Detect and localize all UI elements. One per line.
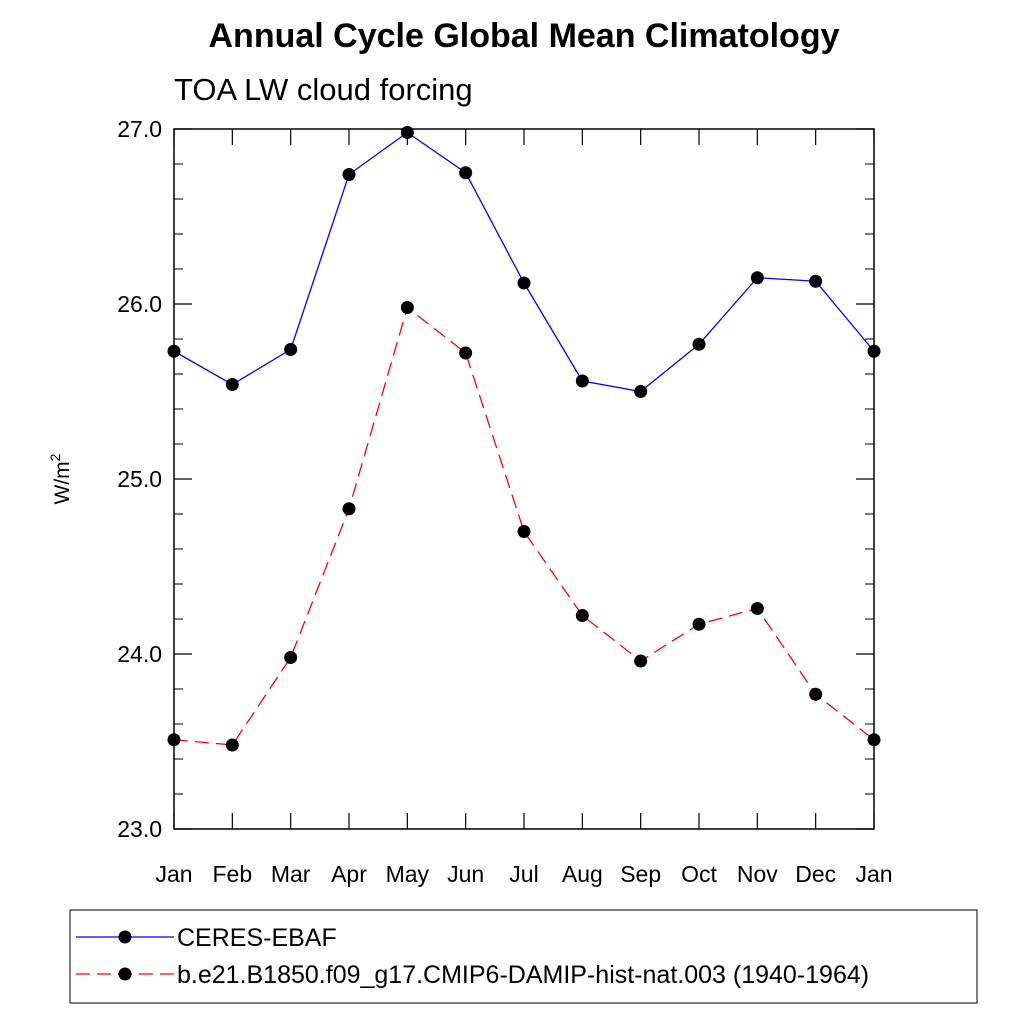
x-tick-label: Jan <box>855 861 892 887</box>
chart-title: Annual Cycle Global Mean Climatology <box>209 17 840 55</box>
y-tick-label: 23.0 <box>117 816 162 842</box>
series-1-point <box>284 343 298 356</box>
series-1-point <box>634 385 648 398</box>
legend-label-1: CERES-EBAF <box>177 924 337 952</box>
x-tick-label: Nov <box>737 861 778 887</box>
plot-frame <box>173 128 875 830</box>
x-tick-label: Apr <box>331 861 367 887</box>
series-1-point <box>575 374 589 388</box>
series-1-point <box>750 271 764 285</box>
series-2-point <box>575 609 589 622</box>
x-tick-label: May <box>386 861 430 887</box>
series-2-point <box>809 687 823 701</box>
series-1-point <box>342 168 356 181</box>
x-tick-label: Oct <box>681 861 717 887</box>
chart-subtitle: TOA LW cloud forcing <box>174 72 473 107</box>
x-tick-labels: Jan Feb Mar Apr May Jun Jul Aug Sep Oct Nov Dec Jan <box>155 861 892 887</box>
y-axis-label-unit: W/m <box>51 461 74 504</box>
y-tick-label: 26.0 <box>117 291 162 317</box>
series-1-point <box>167 344 181 358</box>
x-tick-label: Jun <box>447 861 484 887</box>
series-2-point <box>459 346 473 360</box>
x-tick-label: Feb <box>213 861 253 887</box>
series-1-point <box>692 337 706 351</box>
legend-marker-1 <box>118 930 132 944</box>
series-1-point <box>867 344 881 358</box>
series-2-point <box>225 738 239 752</box>
series-2-point <box>692 617 706 631</box>
series-2-point <box>517 525 531 538</box>
legend-items: CERES-EBAF b.e21.B1850.f09_g17.CMIP6-DAMI… <box>76 924 869 989</box>
y-tick-labels: 23.0 24.0 25.0 26.0 27.0 <box>117 116 162 842</box>
series-2-point <box>342 502 356 516</box>
x-tick-label: Jan <box>155 861 192 887</box>
y-axis-label-exponent: 2 <box>47 453 63 461</box>
legend: CERES-EBAF b.e21.B1850.f09_g17.CMIP6-DAMI… <box>69 909 978 1004</box>
series-1-point <box>459 166 473 180</box>
series-2-point <box>400 301 414 314</box>
y-tick-label: 25.0 <box>117 466 162 492</box>
series-1-point <box>400 126 414 139</box>
series-2-point <box>634 654 648 668</box>
series-1-point <box>225 378 239 391</box>
axis-ticks <box>173 128 875 830</box>
y-tick-label: 24.0 <box>117 641 162 667</box>
series-line-1 <box>173 131 875 393</box>
series-2-point <box>167 733 181 747</box>
legend-box <box>69 909 978 1004</box>
series-2-point <box>284 651 298 664</box>
y-tick-label: 27.0 <box>117 116 162 142</box>
series-2-point <box>867 733 881 747</box>
series-2-point <box>750 602 764 615</box>
legend-label-2: b.e21.B1850.f09_g17.CMIP6-DAMIP-hist-nat… <box>177 961 869 989</box>
x-tick-label: Dec <box>795 861 836 887</box>
x-tick-label: Aug <box>562 861 603 887</box>
series-1-point <box>517 276 531 290</box>
x-tick-label: Sep <box>620 861 661 887</box>
svg-text:W/m2: W/m2 <box>47 453 74 504</box>
x-tick-label: Mar <box>271 861 311 887</box>
series-layer <box>167 126 881 752</box>
series-1-point <box>809 274 823 288</box>
legend-marker-2 <box>118 967 132 981</box>
y-axis-label: W/m2 <box>47 453 74 504</box>
x-tick-label: Jul <box>509 861 538 887</box>
